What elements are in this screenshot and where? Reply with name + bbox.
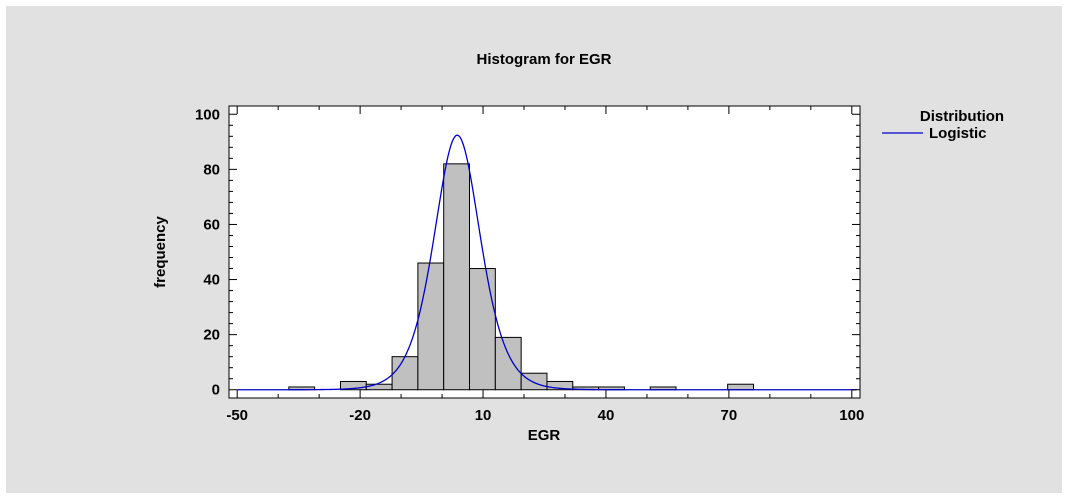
chart-panel: Histogram for EGR 0 20 40 60 80 100 -50 -20 10 40…: [6, 6, 1062, 493]
y-tick-label: 0: [212, 382, 220, 399]
x-tick-label: -50: [226, 407, 248, 424]
axis-ticks: [229, 106, 860, 398]
series-line-logistic: [237, 134, 857, 391]
legend-entry-logistic: Logistic: [929, 125, 987, 142]
y-tick-label: 80: [203, 161, 220, 178]
legend-title: Distribution: [920, 108, 1004, 125]
histogram-bar: [520, 372, 548, 391]
y-tick-label: 40: [203, 272, 220, 289]
y-axis-label: frequency: [152, 216, 169, 288]
histogram-bar: [391, 356, 419, 391]
x-tick-label: -20: [349, 407, 371, 424]
histogram-bar: [469, 268, 496, 391]
histogram-bar: [417, 262, 445, 391]
histogram-bars: [288, 163, 754, 391]
x-tick-label: 70: [721, 407, 738, 424]
x-tick-label: 40: [598, 407, 615, 424]
y-tick-label: 20: [203, 327, 220, 344]
y-tick-label: 100: [195, 106, 220, 123]
plot-area: [228, 105, 861, 399]
histogram-bar: [494, 336, 522, 391]
chart-title: Histogram for EGR: [476, 51, 611, 68]
histogram-chart: Histogram for EGR 0 20 40 60 80 100 -50 -20 10 40…: [152, 51, 1004, 444]
x-axis-label: EGR: [528, 427, 561, 444]
histogram-bar: [546, 380, 574, 391]
x-tick-label: 10: [475, 407, 492, 424]
histogram-bar: [365, 383, 393, 391]
legend: Distribution Logistic: [882, 108, 1004, 142]
axis-tick-labels: 0 20 40 60 80 100 -50 -20 10 40 70 100: [195, 106, 864, 424]
histogram-bar: [727, 383, 754, 391]
histogram-bar: [443, 163, 471, 391]
x-tick-label: 100: [839, 407, 864, 424]
y-tick-label: 60: [203, 216, 220, 233]
